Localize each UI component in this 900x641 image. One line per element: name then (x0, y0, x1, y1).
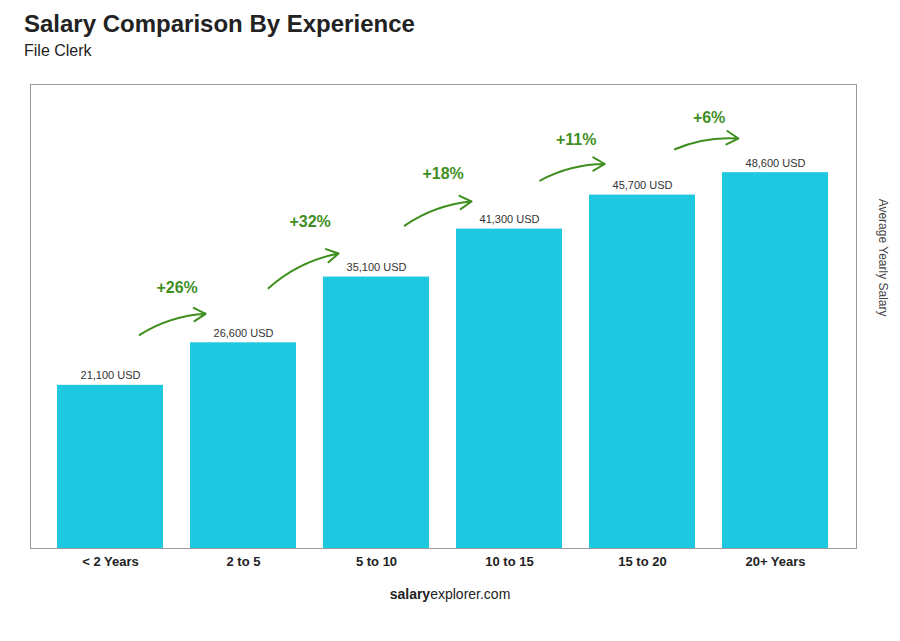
svg-text:+26%: +26% (156, 279, 197, 296)
html-text:Salary Comparison By Experienc: Salary Comparison By Experience (24, 10, 415, 37)
svg-text:< 2 Years: < 2 Years (82, 554, 139, 569)
svg-text:+18%: +18% (422, 165, 463, 182)
svg-text:5 to 10: 5 to 10 (356, 554, 397, 569)
svg-text:48,600 USD: 48,600 USD (746, 157, 806, 169)
svg-text:21,100 USD: 21,100 USD (81, 369, 141, 381)
html-text:File Clerk: File Clerk (24, 42, 92, 59)
svg-text:41,300 USD: 41,300 USD (480, 213, 540, 225)
svg-text:26,600 USD: 26,600 USD (214, 327, 274, 339)
svg-text:15 to 20: 15 to 20 (618, 554, 666, 569)
svg-text:+6%: +6% (693, 109, 725, 126)
svg-text:20+ Years: 20+ Years (745, 554, 805, 569)
svg-text:Average Yearly Salary: Average Yearly Salary (876, 199, 890, 317)
svg-text:45,700 USD: 45,700 USD (613, 179, 673, 191)
svg-text:10 to 15: 10 to 15 (485, 554, 533, 569)
svg-text:+32%: +32% (289, 213, 330, 230)
svg-text:35,100 USD: 35,100 USD (347, 261, 407, 273)
html-text:salary explorer.com: salary explorer.com (389, 586, 511, 602)
svg-text:2 to 5: 2 to 5 (227, 554, 261, 569)
svg-text:+11%: +11% (556, 131, 596, 148)
